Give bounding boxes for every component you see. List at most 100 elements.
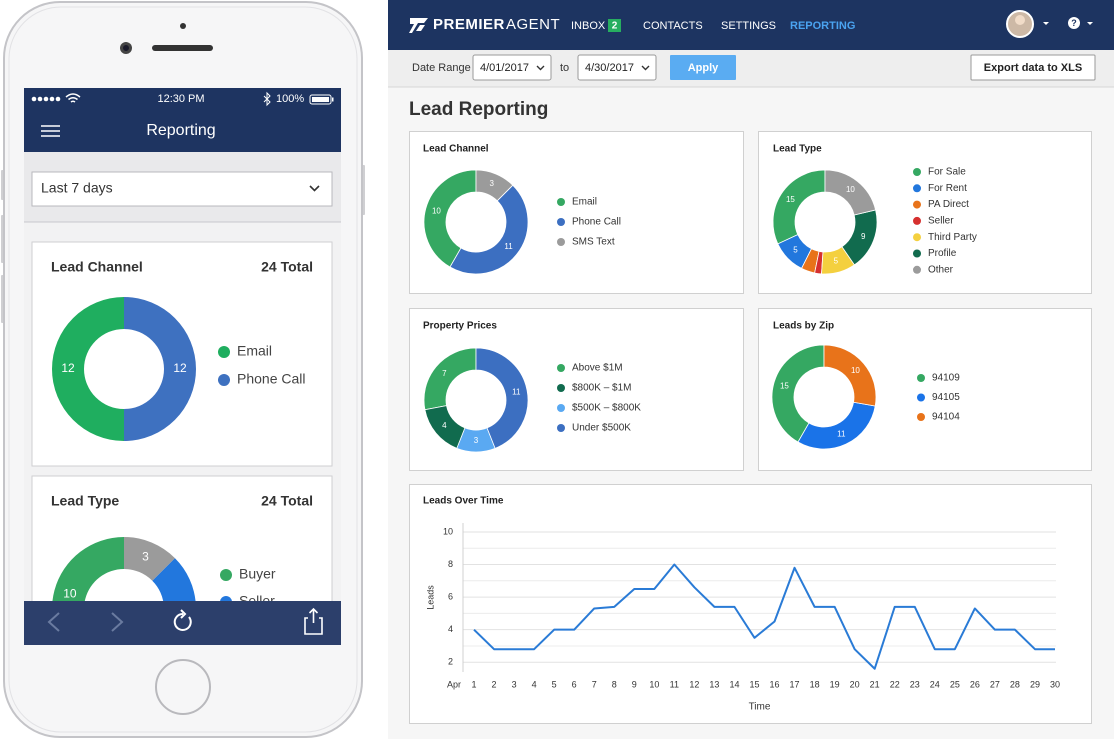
x-tick-label: 17 bbox=[790, 679, 800, 689]
legend-swatch bbox=[557, 384, 565, 392]
x-tick-label: 26 bbox=[970, 679, 980, 689]
apply-button[interactable] bbox=[670, 55, 736, 80]
date-select[interactable] bbox=[472, 54, 552, 81]
x-tick-label: 5 bbox=[552, 679, 557, 689]
avatar-face bbox=[1015, 15, 1025, 25]
x-tick-label: 16 bbox=[770, 679, 780, 689]
caret bbox=[1087, 22, 1093, 25]
forward-button[interactable] bbox=[111, 612, 124, 632]
slice-label: 11 bbox=[512, 387, 521, 396]
card-title: Lead Channel bbox=[423, 144, 489, 155]
sensor bbox=[180, 23, 186, 29]
camera-lens bbox=[123, 45, 129, 51]
x-axis-label: Time bbox=[749, 702, 771, 713]
slice-label: 15 bbox=[786, 195, 795, 204]
legend-swatch bbox=[913, 233, 921, 242]
x-tick-label: 25 bbox=[950, 679, 960, 689]
menu-button[interactable] bbox=[41, 125, 60, 137]
x-tick-label: 18 bbox=[810, 679, 820, 689]
slice-label: 10 bbox=[851, 366, 860, 375]
nav-item[interactable]: CONTACTS bbox=[643, 20, 703, 32]
range-value: Last 7 days bbox=[41, 180, 113, 196]
chevron bbox=[641, 65, 650, 71]
y-tick-label: 8 bbox=[448, 559, 453, 569]
x-tick-label: 15 bbox=[749, 679, 759, 689]
share-button[interactable] bbox=[304, 607, 323, 635]
x-tick-label: 24 bbox=[930, 679, 940, 689]
legend-label: SMS Text bbox=[572, 237, 615, 248]
status-time: 12:30 PM bbox=[157, 93, 204, 105]
label: Date Range bbox=[412, 62, 471, 74]
y-tick-label: 10 bbox=[443, 526, 453, 536]
card-title: Property Prices bbox=[423, 321, 497, 332]
slice-label: 10 bbox=[846, 185, 855, 194]
x-tick-label: 3 bbox=[512, 679, 517, 689]
battery-icon bbox=[309, 94, 332, 105]
legend-swatch bbox=[557, 424, 565, 432]
legend-label: Buyer bbox=[239, 566, 276, 582]
legend-label: 94104 bbox=[932, 412, 960, 423]
badge bbox=[608, 19, 621, 32]
slice-label: 12 bbox=[61, 361, 75, 375]
x-tick-label: 13 bbox=[709, 679, 719, 689]
legend-label: Above $1M bbox=[572, 363, 623, 374]
legend-swatch bbox=[557, 364, 565, 372]
card-title: Lead Channel bbox=[51, 259, 143, 275]
phone: 12:30 PM 100% Reporting Last 7 days Lead… bbox=[1, 1, 365, 738]
x-tick-label: Apr bbox=[447, 679, 461, 689]
y-tick-label: 2 bbox=[448, 657, 453, 667]
brand[interactable]: AGENT bbox=[506, 16, 560, 33]
slice-label: 5 bbox=[834, 257, 839, 266]
date-value: 4/30/2017 bbox=[585, 62, 634, 74]
legend-label: Phone Call bbox=[237, 371, 306, 387]
donut-slice bbox=[475, 169, 514, 202]
legend-label: Other bbox=[928, 264, 954, 275]
legend-swatch bbox=[917, 374, 925, 382]
legend-swatch bbox=[913, 265, 921, 274]
slice-label: 12 bbox=[173, 361, 187, 375]
app-title: Reporting bbox=[146, 122, 215, 139]
legend-swatch bbox=[913, 200, 921, 209]
legend-label: Email bbox=[237, 343, 272, 359]
x-tick-label: 4 bbox=[532, 679, 537, 689]
card-title: Leads Over Time bbox=[423, 496, 504, 507]
home-button[interactable] bbox=[155, 659, 211, 715]
donut-slice bbox=[124, 297, 196, 441]
reload-button[interactable] bbox=[173, 612, 192, 631]
nav-item[interactable]: SETTINGS bbox=[721, 20, 776, 32]
card-title: Lead Type bbox=[51, 493, 119, 509]
badge-count: 2 bbox=[612, 21, 618, 32]
battery-percent: 100% bbox=[276, 93, 304, 105]
legend-label: $800K – $1M bbox=[572, 383, 632, 394]
page-heading: Lead Reporting bbox=[409, 99, 548, 120]
back-button[interactable] bbox=[47, 612, 60, 632]
slice-label: 10 bbox=[432, 206, 441, 215]
slice-label: 5 bbox=[793, 246, 798, 255]
phone-bezel bbox=[8, 6, 358, 733]
date-value: 4/01/2017 bbox=[480, 62, 529, 74]
export-button[interactable] bbox=[970, 54, 1096, 81]
donut-slice bbox=[771, 344, 825, 443]
x-tick-label: 23 bbox=[910, 679, 920, 689]
brand[interactable]: PREMIER bbox=[433, 16, 505, 33]
donut-slice bbox=[824, 169, 877, 216]
legend-swatch bbox=[218, 346, 230, 358]
x-tick-label: 8 bbox=[612, 679, 617, 689]
range-select[interactable] bbox=[31, 171, 333, 207]
label: to bbox=[560, 62, 569, 74]
legend-label: PA Direct bbox=[928, 199, 969, 210]
button-label: Apply bbox=[688, 62, 719, 74]
x-tick-label: 12 bbox=[689, 679, 699, 689]
slice-label: 4 bbox=[442, 421, 447, 430]
legend-label: For Sale bbox=[928, 167, 966, 178]
help-icon[interactable] bbox=[1068, 17, 1080, 29]
nav-item-active[interactable]: REPORTING bbox=[790, 20, 855, 32]
bluetooth-icon bbox=[263, 91, 271, 107]
speaker bbox=[152, 45, 213, 51]
nav-item[interactable]: INBOX bbox=[571, 20, 606, 32]
card-title: Leads by Zip bbox=[773, 321, 834, 332]
x-tick-label: 10 bbox=[649, 679, 659, 689]
date-select[interactable] bbox=[577, 54, 657, 81]
battery-tip bbox=[332, 97, 334, 102]
